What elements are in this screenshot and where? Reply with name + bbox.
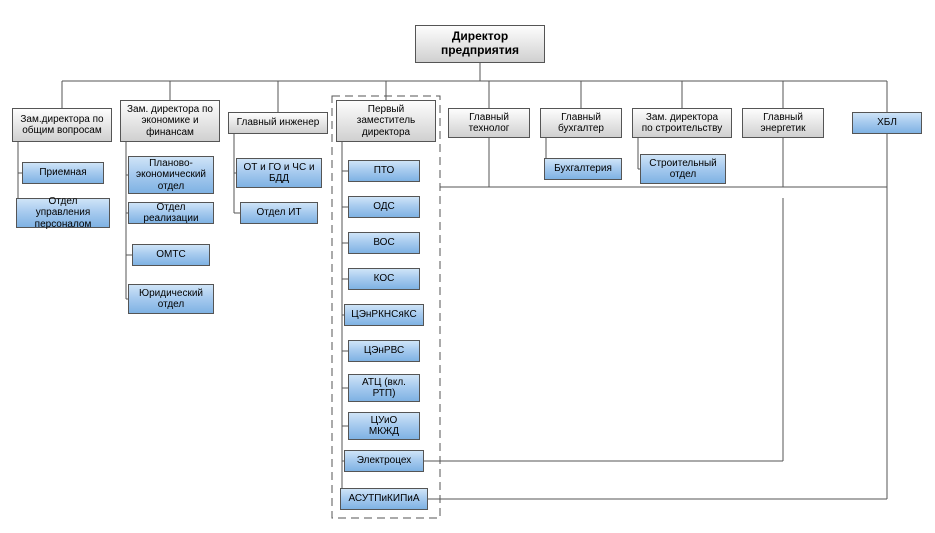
node-gl_ing: Главный инженер xyxy=(228,112,328,134)
node-zam_stroy: Зам. директорапо строительству xyxy=(632,108,732,138)
node-gl_energ: Главныйэнергетик xyxy=(742,108,824,138)
node-gl_buh: Главныйбухгалтер xyxy=(540,108,622,138)
connector-lines xyxy=(0,0,935,533)
node-perv_zam: Первыйзаместительдиректора xyxy=(336,100,436,142)
node-perv_zam-child-7: ЦУиОМКЖД xyxy=(348,412,420,440)
node-gl_buh-child-0: Бухгалтерия xyxy=(544,158,622,180)
node-gl_ing-child-0: ОТ и ГО и ЧС иБДД xyxy=(236,158,322,188)
node-zam_ekon-child-3: Юридическийотдел xyxy=(128,284,214,314)
node-zam_obshch-child-0: Приемная xyxy=(22,162,104,184)
node-gl_ing-child-1: Отдел ИТ xyxy=(240,202,318,224)
node-perv_zam-child-0: ПТО xyxy=(348,160,420,182)
node-perv_zam-child-1: ОДС xyxy=(348,196,420,218)
node-zam_stroy-child-0: Строительныйотдел xyxy=(640,154,726,184)
node-zam_obshch: Зам.директора пообщим вопросам xyxy=(12,108,112,142)
node-perv_zam-child-6: АТЦ (вкл.РТП) xyxy=(348,374,420,402)
node-perv_zam-child-8: Электроцех xyxy=(344,450,424,472)
node-perv_zam-child-9: АСУТПиКИПиА xyxy=(340,488,428,510)
node-gl_tech: Главныйтехнолог xyxy=(448,108,530,138)
node-perv_zam-child-5: ЦЭнРВС xyxy=(348,340,420,362)
node-zam_ekon-child-2: ОМТС xyxy=(132,244,210,266)
root-director: Директорпредприятия xyxy=(415,25,545,63)
node-perv_zam-child-2: ВОС xyxy=(348,232,420,254)
node-zam_ekon-child-1: Отдел реализации xyxy=(128,202,214,224)
node-zam_obshch-child-1: Отдел управленияперсоналом xyxy=(16,198,110,228)
node-perv_zam-child-3: КОС xyxy=(348,268,420,290)
node-hbl: ХБЛ xyxy=(852,112,922,134)
node-zam_ekon: Зам. директора поэкономике ифинансам xyxy=(120,100,220,142)
node-perv_zam-child-4: ЦЭнРКНСяКС xyxy=(344,304,424,326)
node-zam_ekon-child-0: Планово-экономическийотдел xyxy=(128,156,214,194)
